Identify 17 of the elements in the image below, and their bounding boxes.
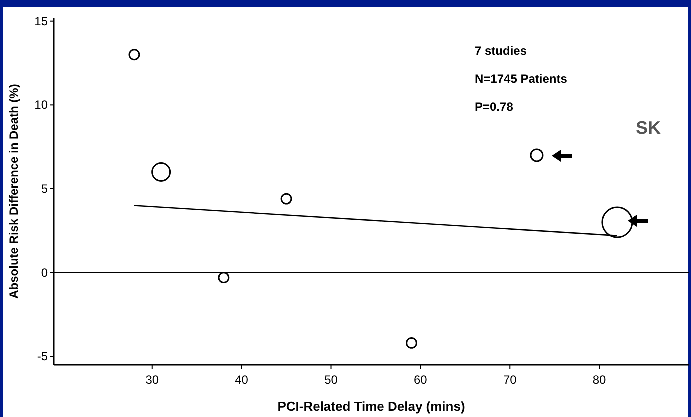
x-tick-label: 50 xyxy=(324,373,338,387)
x-axis-title: PCI-Related Time Delay (mins) xyxy=(278,399,466,414)
x-tick-label: 80 xyxy=(592,373,607,387)
annotation: P=0.78 xyxy=(475,100,514,114)
x-tick-label: 30 xyxy=(146,373,160,387)
y-tick-label: 5 xyxy=(41,182,48,196)
annotation: SK xyxy=(636,118,662,138)
x-tick-label: 70 xyxy=(503,373,518,387)
annotation: N=1745 Patients xyxy=(475,72,568,86)
y-tick-label: 15 xyxy=(34,14,48,28)
y-tick-label: 10 xyxy=(34,98,48,112)
y-tick-label: -5 xyxy=(37,350,48,364)
y-tick-label: 0 xyxy=(41,266,48,280)
x-tick-label: 40 xyxy=(235,373,249,387)
y-axis-title: Absolute Risk Difference in Death (%) xyxy=(7,84,21,299)
x-tick-label: 60 xyxy=(414,373,428,387)
annotation: 7 studies xyxy=(475,44,528,58)
